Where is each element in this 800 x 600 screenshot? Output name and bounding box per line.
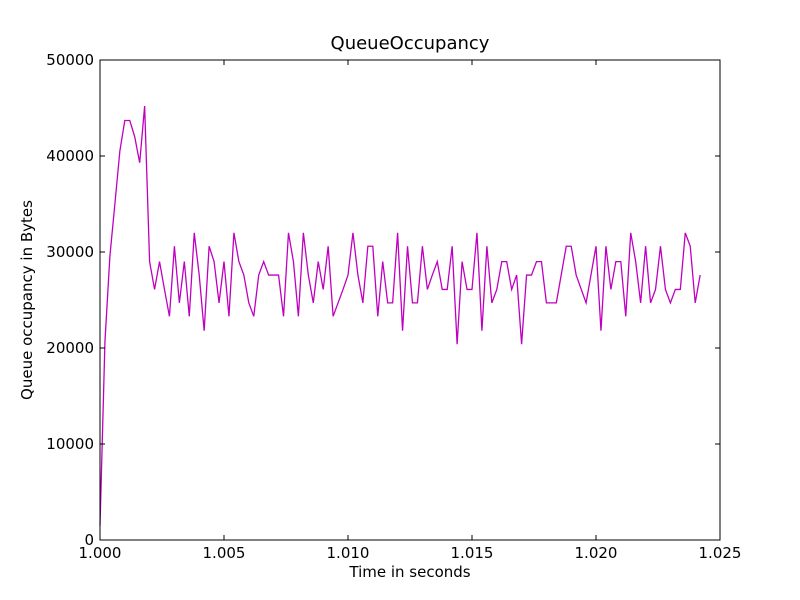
x-tick-label: 1.010 xyxy=(327,544,370,562)
x-axis: 1.000 1.005 1.010 1.015 1.020 1.025 xyxy=(79,60,742,562)
y-axis-label: Queue occupancy in Bytes xyxy=(18,200,36,400)
y-tick-label: 10000 xyxy=(46,435,94,453)
y-tick-label: 50000 xyxy=(46,51,94,69)
y-tick-label: 20000 xyxy=(46,339,94,357)
chart-title: QueueOccupancy xyxy=(331,33,490,54)
y-tick-label: 30000 xyxy=(46,243,94,261)
x-tick-label: 1.005 xyxy=(203,544,246,562)
x-tick-label: 1.025 xyxy=(699,544,742,562)
series-layer xyxy=(99,106,701,526)
y-axis: 0 10000 20000 30000 40000 50000 xyxy=(46,51,720,549)
plot-frame xyxy=(99,59,721,541)
x-tick-label: 1.015 xyxy=(451,544,494,562)
queue-occupancy-line xyxy=(99,106,701,526)
y-tick-label: 0 xyxy=(84,531,94,549)
y-tick-label: 40000 xyxy=(46,147,94,165)
x-axis-label: Time in seconds xyxy=(348,563,470,581)
x-tick-label: 1.020 xyxy=(575,544,618,562)
x-tick-label: 1.000 xyxy=(79,544,122,562)
